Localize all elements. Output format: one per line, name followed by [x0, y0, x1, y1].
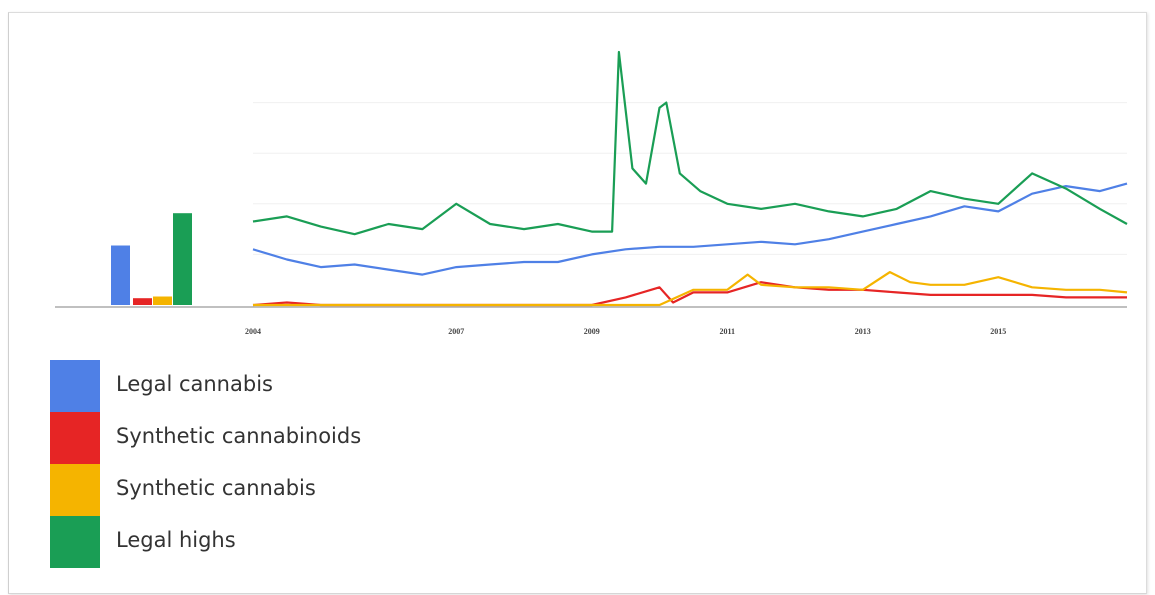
- legend-swatch-synthetic-cannabis: [50, 464, 100, 516]
- legend-label: Synthetic cannabinoids: [116, 424, 362, 448]
- x-tick-label: 2011: [719, 327, 735, 336]
- x-tick-label: 2004: [245, 327, 261, 336]
- legend-swatch-legal-highs: [50, 516, 100, 568]
- legend-swatch-synthetic-cannabinoids: [50, 412, 100, 464]
- summary-bar: [173, 213, 192, 305]
- grid-lines: [253, 102, 1127, 255]
- legend-item: Legal highs: [50, 516, 470, 568]
- series-lines: [252, 50, 1128, 307]
- series-line: [252, 281, 1127, 307]
- x-tick-label: 2009: [584, 327, 600, 336]
- legend-item: Synthetic cannabinoids: [50, 412, 470, 464]
- legend-label: Legal highs: [116, 528, 236, 552]
- x-tick-label: 2007: [448, 327, 464, 336]
- chart-frame: [8, 12, 1147, 594]
- legend-label: Legal cannabis: [116, 372, 273, 396]
- x-tick-label: 2015: [990, 327, 1006, 336]
- summary-bar: [153, 296, 172, 305]
- series-line: [252, 182, 1128, 276]
- legend-label: Synthetic cannabis: [116, 476, 316, 500]
- legend: Legal cannabis Synthetic cannabinoids Sy…: [50, 360, 470, 568]
- summary-bar-group: [111, 213, 192, 305]
- series-line: [252, 50, 1128, 236]
- summary-bar: [111, 245, 130, 305]
- summary-bar: [133, 298, 152, 305]
- legend-item: Legal cannabis: [50, 360, 470, 412]
- legend-swatch-legal-cannabis: [50, 360, 100, 412]
- x-tick-labels: 2004 2007 2009 2011 2013 2015: [245, 327, 1006, 336]
- x-tick-label: 2013: [855, 327, 871, 336]
- series-line: [253, 271, 1128, 307]
- legend-item: Synthetic cannabis: [50, 464, 470, 516]
